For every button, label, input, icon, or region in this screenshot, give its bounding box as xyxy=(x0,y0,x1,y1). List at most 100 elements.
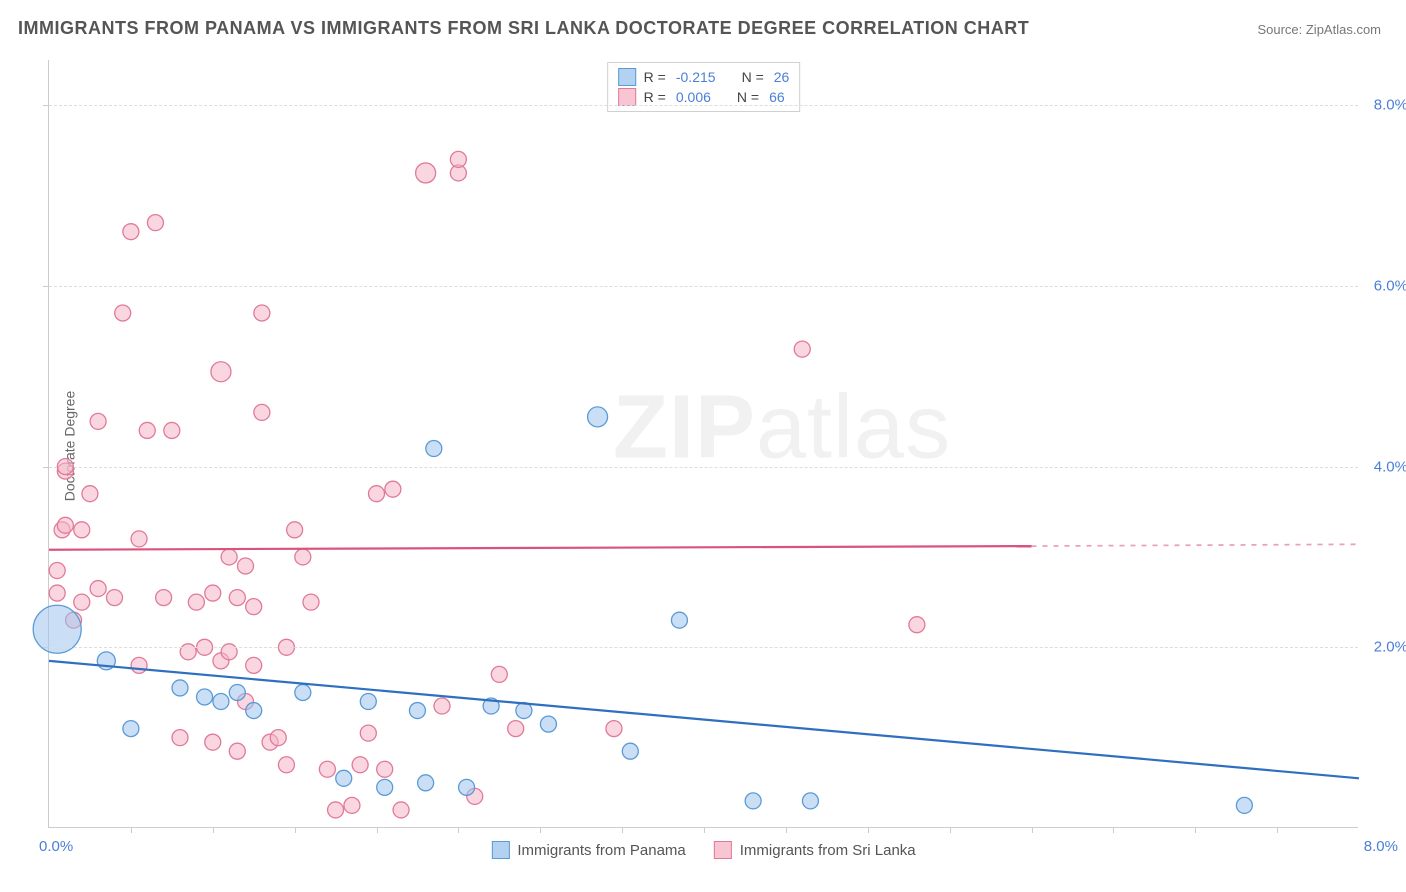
scatter-point-srilanka xyxy=(246,599,262,615)
scatter-point-srilanka xyxy=(82,486,98,502)
scatter-point-panama xyxy=(172,680,188,696)
scatter-point-srilanka xyxy=(180,644,196,660)
scatter-point-srilanka xyxy=(211,362,231,382)
scatter-point-srilanka xyxy=(57,517,73,533)
y-tick xyxy=(43,105,49,106)
scatter-point-srilanka xyxy=(450,151,466,167)
swatch-panama xyxy=(618,68,636,86)
scatter-point-srilanka xyxy=(393,802,409,818)
legend-row-srilanka: R = 0.006 N = 66 xyxy=(618,87,790,107)
legend-series: Immigrants from Panama Immigrants from S… xyxy=(491,841,915,859)
legend-item-srilanka: Immigrants from Sri Lanka xyxy=(714,841,916,859)
legend-row-panama: R = -0.215 N = 26 xyxy=(618,67,790,87)
scatter-point-panama xyxy=(197,689,213,705)
x-tick xyxy=(950,827,951,833)
scatter-point-srilanka xyxy=(377,761,393,777)
scatter-point-srilanka xyxy=(229,590,245,606)
scatter-point-srilanka xyxy=(229,743,245,759)
scatter-point-srilanka xyxy=(156,590,172,606)
scatter-point-srilanka xyxy=(270,730,286,746)
scatter-point-srilanka xyxy=(434,698,450,714)
scatter-point-srilanka xyxy=(385,481,401,497)
n-label: N = xyxy=(737,89,759,105)
scatter-point-srilanka xyxy=(74,522,90,538)
scatter-point-panama xyxy=(246,703,262,719)
scatter-point-srilanka xyxy=(254,305,270,321)
scatter-point-srilanka xyxy=(491,666,507,682)
scatter-point-srilanka xyxy=(794,341,810,357)
trend-line-panama xyxy=(49,661,1359,778)
scatter-point-panama xyxy=(213,694,229,710)
n-value-panama: 26 xyxy=(774,69,790,85)
scatter-point-panama xyxy=(459,779,475,795)
x-tick xyxy=(1195,827,1196,833)
r-value-srilanka: 0.006 xyxy=(676,89,711,105)
gridline xyxy=(49,286,1358,287)
x-tick xyxy=(295,827,296,833)
series-name-srilanka: Immigrants from Sri Lanka xyxy=(740,842,916,859)
scatter-point-panama xyxy=(1236,797,1252,813)
r-label: R = xyxy=(644,89,666,105)
scatter-point-panama xyxy=(33,605,81,653)
chart-svg xyxy=(49,60,1358,827)
scatter-point-srilanka xyxy=(909,617,925,633)
scatter-point-panama xyxy=(229,684,245,700)
n-label: N = xyxy=(742,69,764,85)
scatter-point-srilanka xyxy=(49,562,65,578)
scatter-point-panama xyxy=(745,793,761,809)
scatter-point-srilanka xyxy=(278,757,294,773)
scatter-point-srilanka xyxy=(131,531,147,547)
trend-line-srilanka xyxy=(49,546,1032,550)
scatter-point-panama xyxy=(426,441,442,457)
scatter-point-panama xyxy=(336,770,352,786)
scatter-point-panama xyxy=(360,694,376,710)
scatter-point-panama xyxy=(671,612,687,628)
scatter-point-srilanka xyxy=(328,802,344,818)
scatter-point-srilanka xyxy=(90,413,106,429)
scatter-point-panama xyxy=(588,407,608,427)
gridline xyxy=(49,105,1358,106)
scatter-point-srilanka xyxy=(131,657,147,673)
y-tick-label: 8.0% xyxy=(1374,97,1406,114)
x-tick xyxy=(540,827,541,833)
x-tick xyxy=(786,827,787,833)
scatter-point-srilanka xyxy=(360,725,376,741)
scatter-point-srilanka xyxy=(221,549,237,565)
scatter-point-srilanka xyxy=(49,585,65,601)
x-tick xyxy=(458,827,459,833)
x-tick xyxy=(377,827,378,833)
scatter-point-srilanka xyxy=(287,522,303,538)
trend-line-dash-srilanka xyxy=(1032,544,1360,546)
x-tick xyxy=(131,827,132,833)
swatch-srilanka-bottom xyxy=(714,841,732,859)
x-tick xyxy=(1032,827,1033,833)
scatter-point-srilanka xyxy=(319,761,335,777)
scatter-point-srilanka xyxy=(90,581,106,597)
scatter-point-srilanka xyxy=(606,721,622,737)
scatter-point-srilanka xyxy=(123,224,139,240)
scatter-point-srilanka xyxy=(74,594,90,610)
scatter-point-srilanka xyxy=(139,422,155,438)
y-tick-label: 2.0% xyxy=(1374,639,1406,656)
x-tick-end: 8.0% xyxy=(1364,838,1398,855)
gridline xyxy=(49,647,1358,648)
r-label: R = xyxy=(644,69,666,85)
scatter-point-srilanka xyxy=(295,549,311,565)
legend-item-panama: Immigrants from Panama xyxy=(491,841,685,859)
y-tick xyxy=(43,647,49,648)
x-tick xyxy=(622,827,623,833)
scatter-point-panama xyxy=(409,703,425,719)
scatter-point-srilanka xyxy=(172,730,188,746)
scatter-point-srilanka xyxy=(238,558,254,574)
scatter-point-srilanka xyxy=(205,585,221,601)
x-tick xyxy=(1113,827,1114,833)
scatter-point-srilanka xyxy=(416,163,436,183)
y-tick xyxy=(43,467,49,468)
y-tick xyxy=(43,286,49,287)
scatter-point-srilanka xyxy=(115,305,131,321)
scatter-point-srilanka xyxy=(147,215,163,231)
source-label: Source: ZipAtlas.com xyxy=(1257,22,1381,37)
x-tick-origin: 0.0% xyxy=(39,838,73,855)
x-tick xyxy=(704,827,705,833)
scatter-point-srilanka xyxy=(188,594,204,610)
